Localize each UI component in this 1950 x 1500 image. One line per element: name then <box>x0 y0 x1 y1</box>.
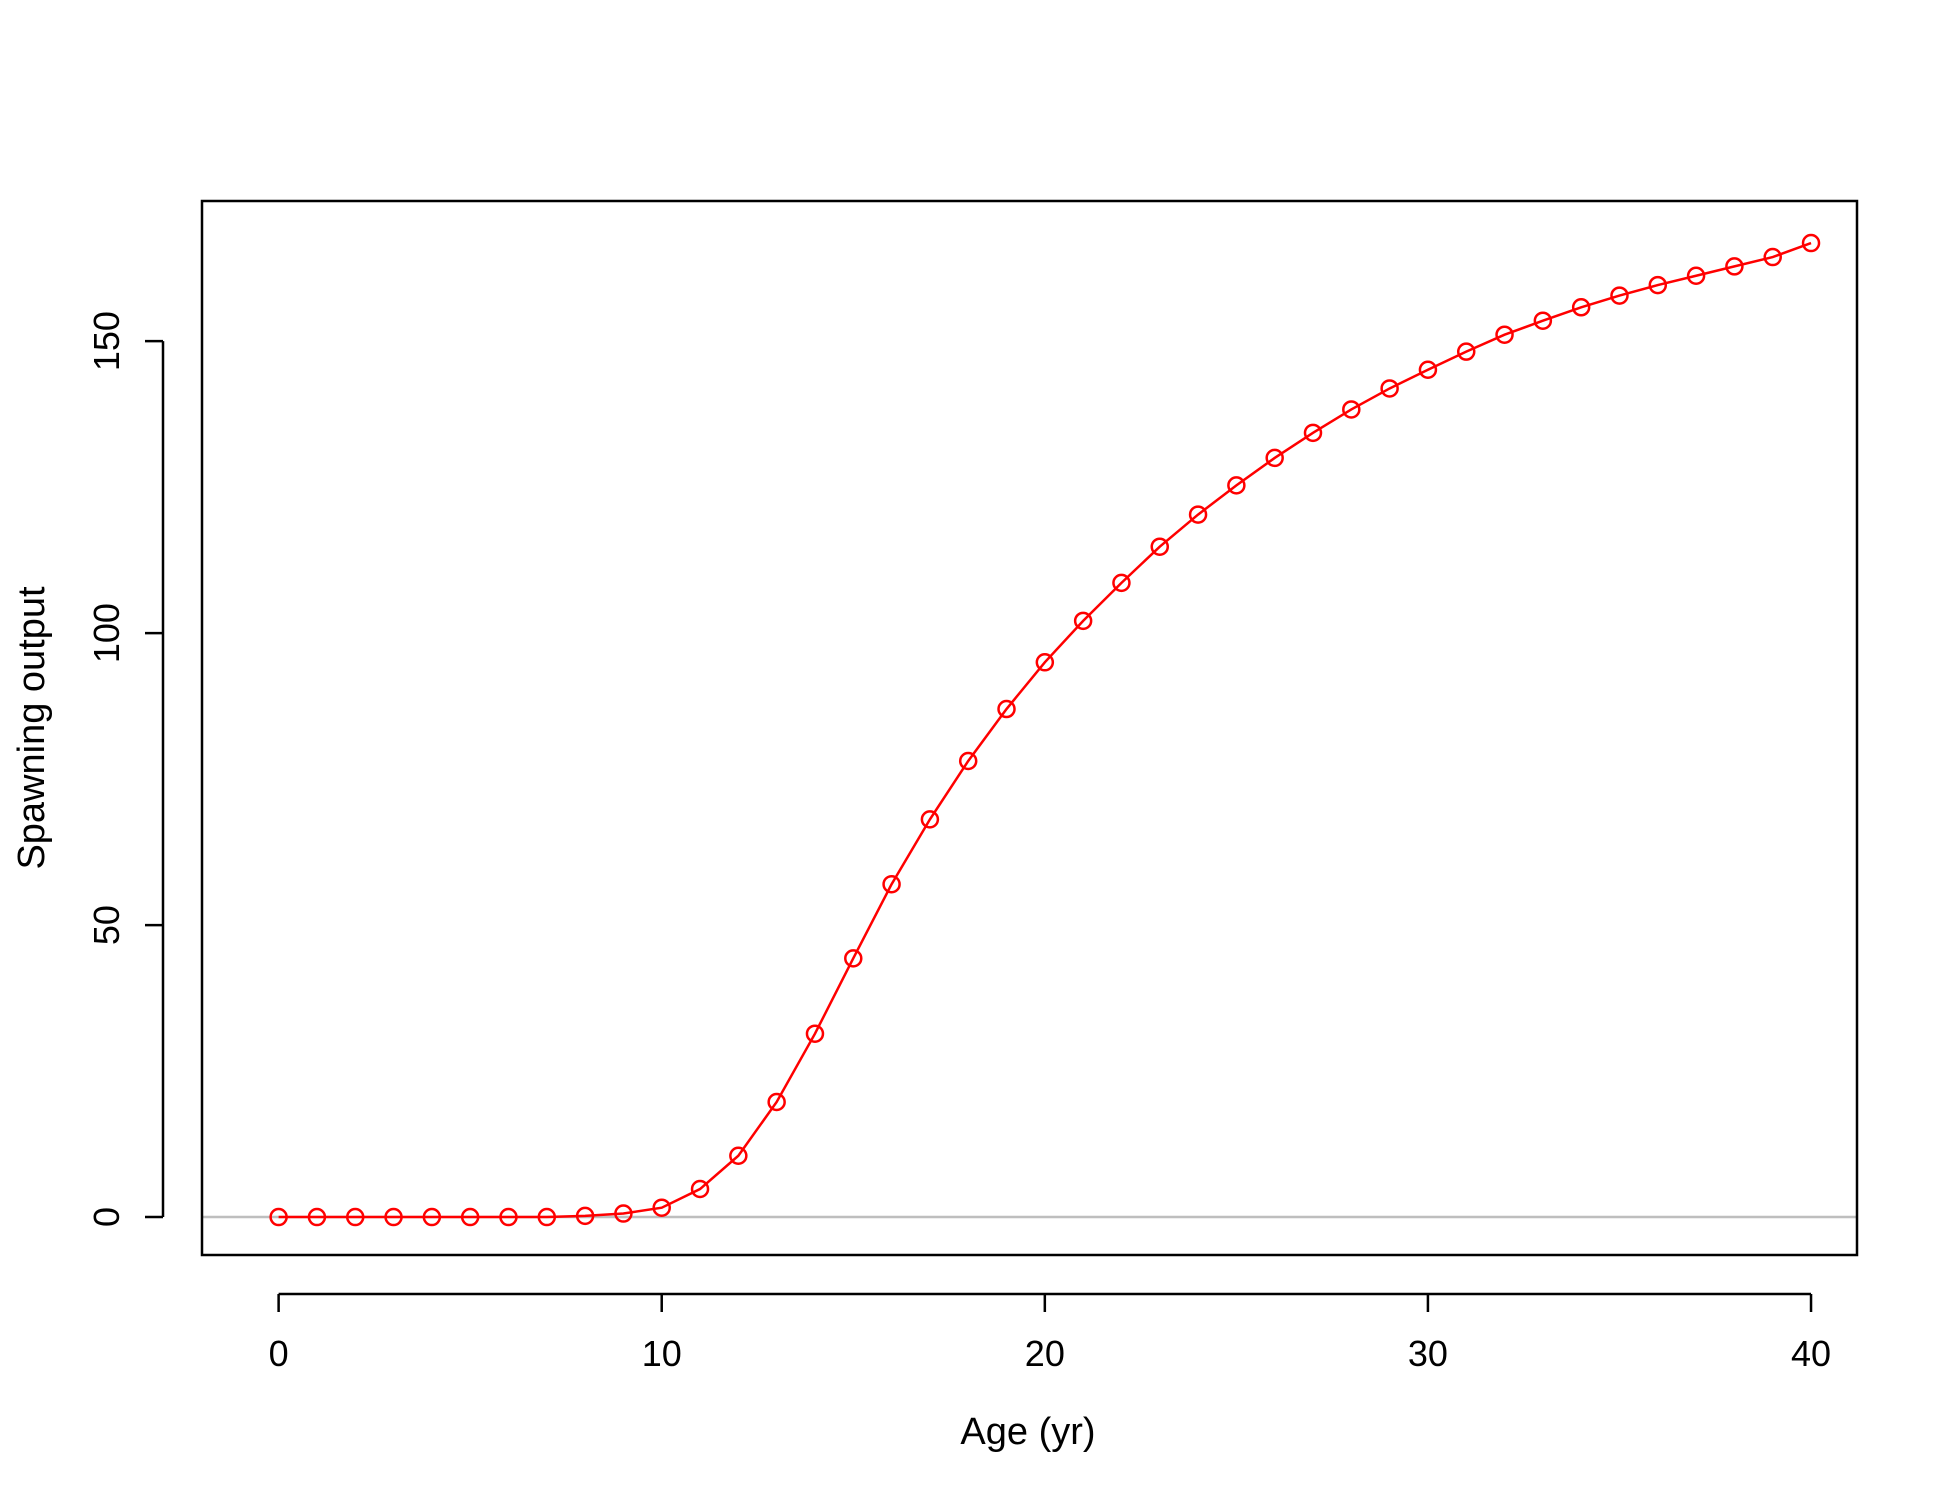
x-tick-label: 30 <box>1408 1333 1448 1374</box>
data-point <box>1150 537 1170 556</box>
data-point <box>537 1207 557 1227</box>
data-point <box>729 1146 748 1165</box>
y-tick-label: 150 <box>86 311 127 371</box>
data-point <box>345 1207 365 1227</box>
data-point <box>1188 505 1208 524</box>
x-axis-title: Age (yr) <box>960 1411 1095 1453</box>
data-point <box>767 1092 786 1112</box>
data-point <box>1265 448 1284 468</box>
data-point <box>1342 400 1361 419</box>
data-point <box>384 1207 403 1227</box>
data-point <box>1380 379 1399 398</box>
data-point <box>1456 342 1476 361</box>
data-point <box>690 1179 710 1199</box>
data-point <box>269 1207 288 1227</box>
data-point <box>997 699 1016 719</box>
data-point <box>1686 266 1706 285</box>
y-axis: 0 50 100 150 <box>86 311 165 1227</box>
y-tick-label: 50 <box>86 905 127 945</box>
y-tick-label: 100 <box>86 603 127 663</box>
data-point <box>1533 311 1553 330</box>
x-tick-label: 40 <box>1791 1333 1831 1374</box>
data-point <box>1112 573 1131 593</box>
x-tick-label: 10 <box>642 1333 682 1374</box>
data-point <box>1495 325 1514 344</box>
x-tick-label: 0 <box>269 1333 289 1374</box>
data-point <box>1763 247 1782 267</box>
series-line <box>278 241 1812 1219</box>
data-point <box>1571 298 1591 317</box>
data-point <box>1801 233 1821 253</box>
data-point <box>1648 275 1668 295</box>
data-point <box>958 751 978 771</box>
data-point <box>805 1024 825 1043</box>
data-point <box>882 874 901 894</box>
x-tick-label: 20 <box>1025 1333 1065 1374</box>
data-point <box>1610 286 1629 305</box>
data-point <box>614 1204 633 1223</box>
data-point <box>575 1206 595 1226</box>
x-axis: 0 10 20 30 40 <box>269 1292 1831 1374</box>
data-point <box>1725 257 1744 276</box>
data-point <box>920 810 940 829</box>
data-point <box>1303 423 1323 443</box>
y-axis-title: Spawning output <box>11 586 53 870</box>
plot-area <box>202 233 1857 1227</box>
data-point <box>460 1207 480 1227</box>
data-point <box>1073 611 1093 631</box>
plot-frame <box>200 199 1859 1257</box>
data-point <box>1035 653 1055 672</box>
y-tick-label: 0 <box>86 1207 127 1227</box>
data-point <box>307 1207 327 1227</box>
data-point <box>422 1207 442 1227</box>
data-point <box>1418 360 1438 380</box>
data-point <box>652 1198 671 1217</box>
data-point <box>1227 476 1246 495</box>
data-point <box>499 1207 518 1227</box>
data-point <box>844 949 863 968</box>
